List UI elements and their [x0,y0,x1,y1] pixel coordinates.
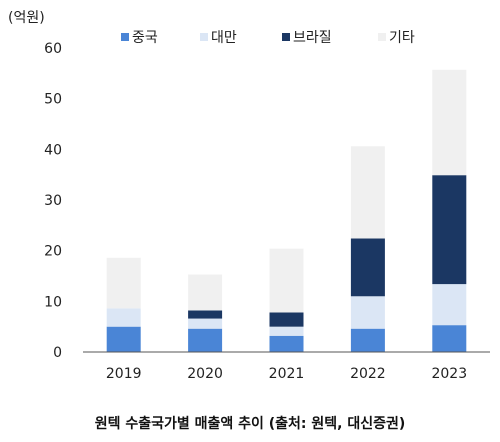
x-tick-label: 2021 [269,366,305,382]
legend-label: 중국 [132,30,158,46]
legend-label: 대만 [211,30,237,46]
bar-segment-2020-series-1 [188,328,223,352]
y-tick-label: 30 [44,193,62,209]
legend-swatch [200,33,208,41]
x-axis: 2019 2020 2021 2022 2023 [106,366,467,382]
chart-caption: 원텍 수출국가별 매출액 추이 (출처: 원텍, 대신증권) [95,415,406,432]
y-axis-unit-label: (억원) [8,10,45,26]
y-tick-label: 20 [44,244,62,260]
bar-segment-2023-series-1 [432,325,467,352]
x-tick-label: 2023 [431,366,467,382]
bar-segment-2023-series-4 [432,69,467,176]
bar-segment-2021-series-3 [269,312,304,327]
bar-segment-2019-series-4 [106,257,141,309]
bar-segment-2019-series-2 [106,308,141,327]
y-tick-label: 0 [53,345,62,361]
legend-label: 기타 [389,30,415,46]
bar-segment-2021-series-2 [269,326,304,336]
bar-segment-2020-series-3 [188,310,223,319]
y-tick-label: 10 [44,294,62,310]
legend: 중국 대만 브라질 기타 [121,30,415,46]
bar-segment-2022-series-1 [350,328,385,352]
x-tick-label: 2022 [350,366,386,382]
bar-segment-2021-series-1 [269,335,304,352]
y-tick-label: 50 [44,92,62,108]
bar-segment-2020-series-2 [188,318,223,329]
legend-swatch [378,33,386,41]
bar-segment-2019-series-1 [106,326,141,352]
legend-label: 브라질 [293,30,332,46]
bar-segment-2022-series-4 [350,146,385,239]
bar-segment-2023-series-2 [432,284,467,326]
x-tick-label: 2020 [187,366,223,382]
x-tick-label: 2019 [106,366,142,382]
bar-segment-2022-series-2 [350,296,385,329]
bar-segment-2020-series-4 [188,274,223,311]
legend-swatch [121,33,129,41]
y-tick-label: 60 [44,41,62,57]
bar-segment-2023-series-3 [432,175,467,285]
legend-swatch [282,33,290,41]
bar-segment-2022-series-3 [350,238,385,297]
bars [106,69,467,352]
y-tick-label: 40 [44,142,62,158]
y-axis: 0 10 20 30 40 50 60 [44,41,62,361]
bar-segment-2021-series-4 [269,248,304,313]
